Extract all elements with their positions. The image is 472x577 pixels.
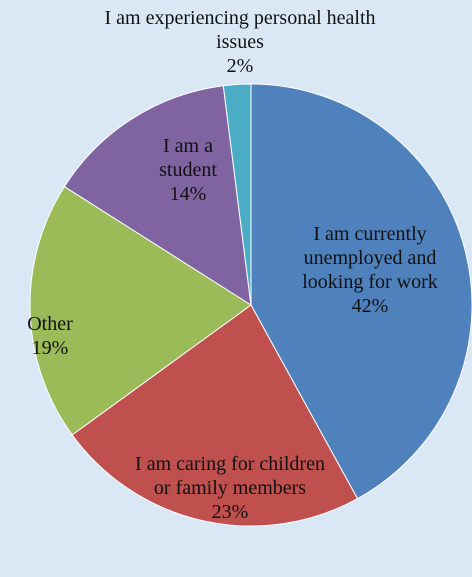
category-label: Other bbox=[27, 313, 73, 335]
category-label: I am a student bbox=[159, 135, 217, 181]
value-label: 23% bbox=[211, 501, 249, 523]
pie-slice bbox=[29, 185, 252, 436]
category-label: I am experiencing personal health issues bbox=[104, 7, 376, 53]
slice-label: Other 19% bbox=[5, 312, 95, 360]
pie-slice bbox=[71, 304, 359, 527]
slice-label: I am a student 14% bbox=[133, 134, 243, 206]
slice-label: I am currently unemployed and looking fo… bbox=[275, 222, 465, 318]
pie-slice bbox=[63, 85, 252, 306]
value-label: 19% bbox=[31, 337, 69, 359]
slice-label: I am experiencing personal health issues… bbox=[95, 6, 385, 78]
value-label: 2% bbox=[226, 55, 254, 77]
pie-slice bbox=[250, 83, 472, 500]
slice-label: I am caring for children or family membe… bbox=[125, 452, 335, 524]
value-label: 14% bbox=[169, 183, 207, 205]
pie-slice bbox=[222, 83, 252, 306]
category-label: I am caring for children or family membe… bbox=[135, 453, 325, 499]
category-label: I am currently unemployed and looking fo… bbox=[302, 223, 438, 293]
value-label: 42% bbox=[351, 295, 389, 317]
